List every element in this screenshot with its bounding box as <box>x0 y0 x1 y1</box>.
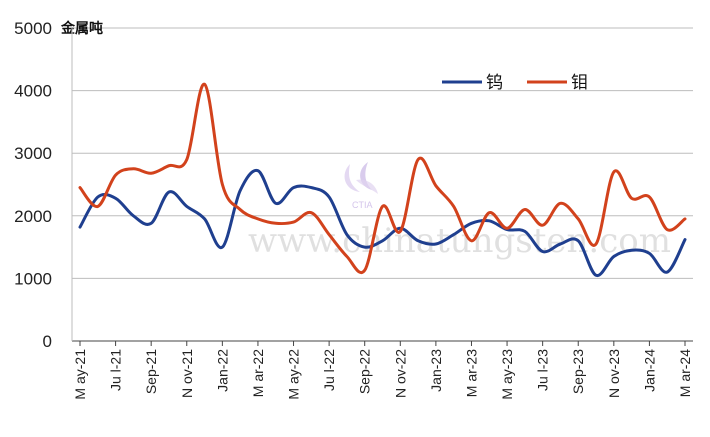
x-tick-label: Jan-24 <box>641 349 657 392</box>
x-tick-label: Sep-23 <box>570 349 586 394</box>
x-tick-label: Ju l-22 <box>321 349 337 391</box>
x-tick-label: Sep-21 <box>143 349 159 394</box>
gridlines <box>72 27 693 342</box>
legend-label: 钼 <box>571 73 588 93</box>
x-axis-tick-labels: M ay-21 Ju l-21 Sep-21 N ov-21 Jan-22 M ar-22… <box>72 341 693 400</box>
x-tick-label: Sep-22 <box>357 349 373 394</box>
y-tick-label: 3000 <box>14 144 52 163</box>
y-tick-label: 4000 <box>14 82 52 101</box>
x-tick-label: M ar-22 <box>250 349 266 397</box>
y-tick-label: 5000 <box>14 19 52 38</box>
watermark-logo-text: CTIA <box>352 200 373 210</box>
x-tick-label: Ju l-21 <box>108 349 124 391</box>
y-axis-unit-label: 金属吨 <box>60 20 103 37</box>
x-tick-label: M ay-21 <box>72 349 88 400</box>
series-line-tungsten <box>78 168 687 277</box>
watermark-text: www.chinatungsten.com <box>248 221 671 261</box>
x-tick-label: Jan-22 <box>214 349 230 392</box>
y-axis-tick-labels: 0 1000 2000 3000 4000 5000 <box>14 19 52 351</box>
x-tick-label: M ay-23 <box>499 349 515 400</box>
x-tick-label: N ov-21 <box>179 349 195 398</box>
x-tick-label: N ov-22 <box>392 349 408 398</box>
y-tick-label: 0 <box>43 332 52 351</box>
x-tick-label: M ay-22 <box>286 349 302 400</box>
x-tick-label: Jan-23 <box>428 349 444 392</box>
watermark-logo: CTIA <box>344 162 378 210</box>
x-tick-label: Ju l-23 <box>535 349 551 391</box>
y-tick-label: 1000 <box>14 269 52 288</box>
x-tick-label: M ar-23 <box>463 349 479 397</box>
x-tick-label: M ar-24 <box>677 349 693 397</box>
legend-label: 钨 <box>486 73 503 93</box>
x-tick-label: N ov-23 <box>606 349 622 398</box>
y-tick-label: 2000 <box>14 207 52 226</box>
series-lines <box>78 82 687 277</box>
x-axis <box>71 28 693 342</box>
series-line-molybdenum <box>78 82 687 274</box>
legend: 钨钼 <box>442 73 588 93</box>
